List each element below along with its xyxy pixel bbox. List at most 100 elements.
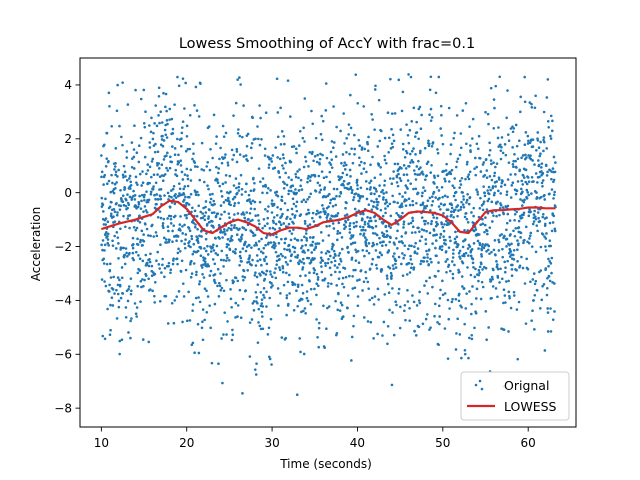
scatter-point	[277, 304, 280, 307]
scatter-point	[250, 263, 253, 267]
scatter-point	[534, 250, 538, 254]
scatter-point	[153, 122, 156, 125]
scatter-point	[170, 189, 173, 192]
scatter-point	[530, 245, 534, 248]
scatter-point	[339, 192, 343, 195]
scatter-point	[430, 195, 434, 198]
scatter-point	[478, 271, 481, 274]
scatter-point	[297, 176, 300, 180]
scatter-point	[541, 215, 545, 219]
scatter-point	[402, 256, 405, 260]
legend-marker-scatter	[480, 387, 484, 391]
scatter-point	[407, 197, 411, 201]
scatter-point	[501, 255, 505, 259]
scatter-point	[302, 198, 306, 202]
scatter-point	[406, 288, 409, 292]
scatter-point	[349, 237, 352, 240]
scatter-point	[171, 262, 175, 266]
scatter-point	[346, 306, 349, 310]
scatter-point	[533, 106, 537, 110]
scatter-point	[291, 213, 294, 216]
scatter-point	[339, 257, 342, 261]
scatter-point	[280, 195, 284, 199]
scatter-point	[136, 243, 140, 246]
scatter-point	[301, 291, 305, 295]
scatter-point	[487, 244, 491, 248]
scatter-point	[429, 222, 433, 226]
scatter-point	[185, 214, 188, 217]
scatter-point	[154, 197, 157, 201]
scatter-point	[398, 192, 401, 196]
scatter-point	[183, 242, 186, 246]
scatter-point	[408, 244, 411, 247]
scatter-point	[501, 179, 504, 183]
scatter-point	[219, 272, 222, 275]
scatter-point	[338, 251, 342, 255]
scatter-point	[209, 269, 213, 273]
scatter-point	[482, 202, 485, 206]
scatter-point	[259, 250, 263, 253]
scatter-point	[371, 231, 375, 235]
scatter-point	[331, 215, 335, 218]
scatter-point	[504, 280, 508, 283]
scatter-point	[281, 164, 284, 167]
scatter-point	[261, 191, 264, 195]
scatter-point	[380, 129, 383, 133]
scatter-point	[225, 278, 228, 282]
scatter-point	[534, 215, 537, 218]
scatter-point	[132, 258, 136, 262]
scatter-point	[197, 351, 201, 355]
scatter-point	[389, 77, 392, 81]
scatter-point	[350, 256, 354, 260]
scatter-point	[141, 243, 144, 247]
scatter-point	[374, 84, 377, 88]
scatter-point	[497, 238, 500, 242]
scatter-point	[534, 217, 538, 221]
scatter-point	[484, 266, 488, 270]
scatter-point	[335, 187, 339, 191]
scatter-point	[331, 204, 335, 208]
scatter-point	[378, 194, 381, 198]
scatter-point	[428, 231, 432, 235]
scatter-point	[466, 247, 470, 250]
scatter-point	[103, 243, 107, 247]
scatter-point	[218, 284, 222, 288]
scatter-point	[164, 294, 168, 298]
scatter-point	[420, 216, 424, 219]
scatter-point	[177, 290, 181, 293]
scatter-point	[157, 197, 160, 201]
scatter-point	[248, 321, 252, 324]
scatter-point	[393, 252, 396, 255]
scatter-point	[432, 216, 436, 219]
scatter-point	[525, 197, 529, 200]
scatter-point	[548, 279, 552, 283]
scatter-point	[193, 351, 196, 355]
scatter-point	[161, 179, 165, 183]
scatter-point	[354, 259, 358, 262]
scatter-point	[190, 259, 193, 263]
scatter-point	[300, 283, 304, 287]
scatter-point	[553, 170, 557, 174]
scatter-point	[485, 176, 489, 179]
scatter-point	[170, 195, 173, 199]
scatter-point	[282, 186, 286, 190]
scatter-point	[288, 250, 292, 253]
scatter-point	[366, 216, 369, 219]
scatter-point	[259, 327, 263, 331]
scatter-point	[122, 246, 125, 250]
scatter-point	[351, 161, 355, 165]
scatter-point	[291, 184, 295, 188]
scatter-point	[218, 281, 221, 285]
scatter-point	[351, 241, 355, 245]
scatter-point	[388, 308, 391, 312]
scatter-point	[509, 250, 513, 253]
scatter-point	[348, 168, 352, 172]
scatter-point	[495, 202, 498, 205]
scatter-point	[522, 176, 526, 179]
scatter-point	[354, 268, 357, 272]
scatter-point	[342, 223, 346, 227]
scatter-point	[238, 134, 242, 138]
scatter-point	[365, 197, 369, 201]
scatter-point	[351, 234, 355, 237]
scatter-point	[273, 228, 277, 231]
